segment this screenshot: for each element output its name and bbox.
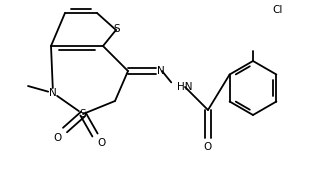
Text: Cl: Cl (273, 5, 283, 15)
Text: O: O (98, 138, 106, 148)
Text: S: S (80, 109, 86, 119)
Text: N: N (49, 88, 57, 98)
Text: O: O (54, 133, 62, 143)
Text: HN: HN (177, 82, 192, 92)
Text: N: N (157, 66, 165, 76)
Text: O: O (204, 142, 212, 152)
Text: S: S (114, 24, 120, 34)
